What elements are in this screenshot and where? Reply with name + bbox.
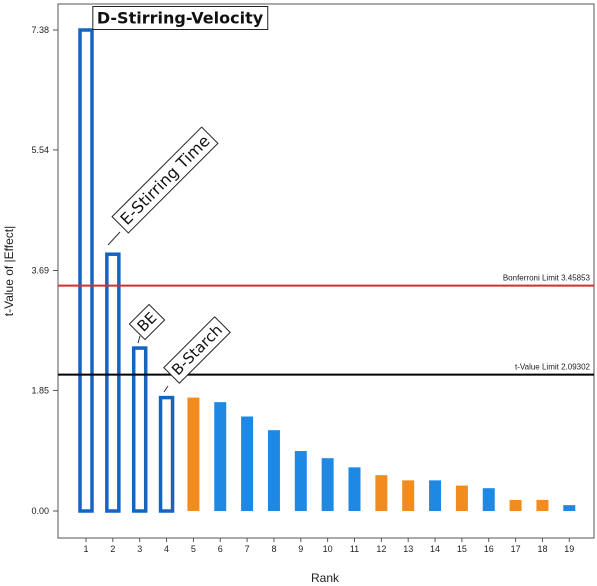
x-tick-label: 12 — [376, 544, 386, 554]
x-tick-label: 19 — [564, 544, 574, 554]
callout-label: D-Stirring-Velocity — [97, 9, 264, 28]
x-tick-label: 2 — [110, 544, 115, 554]
bar-rank-13[interactable] — [402, 480, 415, 511]
y-tick-label: 1.85 — [31, 385, 49, 395]
x-tick-label: 11 — [350, 544, 359, 554]
bar-rank-7[interactable] — [241, 416, 254, 511]
x-tick-label: 14 — [430, 544, 440, 554]
bar-rank-17[interactable] — [509, 499, 522, 511]
callout-box — [111, 126, 219, 234]
x-tick-label: 6 — [218, 544, 223, 554]
x-axis-title: Rank — [311, 571, 340, 585]
bar-rank-12[interactable] — [375, 475, 388, 511]
x-axis-ticks: 1 2 3 4 5 6 7 8 9 10 11 12 13 14 15 16 17 18 19 — [83, 538, 574, 554]
bar-rank-1[interactable] — [78, 28, 94, 513]
bar-rank-2[interactable] — [105, 252, 121, 513]
y-tick-label: 7.38 — [31, 25, 49, 35]
x-tick-label: 18 — [537, 544, 547, 554]
bar-rank-4[interactable] — [158, 395, 175, 513]
bars-group — [78, 28, 576, 513]
y-axis-ticks: 0.00 1.85 3.69 5.54 7.38 — [31, 25, 58, 516]
x-tick-label: 13 — [403, 544, 413, 554]
x-tick-label: 5 — [191, 544, 196, 554]
x-tick-label: 4 — [164, 544, 169, 554]
x-tick-label: 7 — [245, 544, 250, 554]
limit-label-0: Bonferroni Limit 3.45853 — [503, 274, 591, 283]
bar-rank-14[interactable] — [429, 480, 442, 511]
callout-1: D-Stirring-Velocity — [92, 6, 269, 30]
x-tick-label: 10 — [323, 544, 333, 554]
bar-rank-5[interactable] — [187, 397, 200, 511]
bar-rank-11[interactable] — [348, 467, 361, 511]
x-tick-label: 15 — [457, 544, 467, 554]
y-axis-title: t-Value of |Effect| — [2, 226, 16, 317]
y-tick-label: 3.69 — [31, 266, 49, 276]
x-tick-label: 1 — [83, 544, 88, 554]
bar-rank-3[interactable] — [131, 346, 148, 513]
bar-rank-16[interactable] — [482, 488, 495, 511]
bar-rank-9[interactable] — [294, 451, 307, 511]
callout-box — [92, 6, 269, 30]
callout-box — [128, 303, 166, 341]
x-tick-label: 17 — [511, 544, 521, 554]
callout-leader — [107, 231, 121, 246]
limit-lines: Bonferroni Limit 3.45853 t-Value Limit 2.… — [58, 274, 594, 376]
bar-rank-6[interactable] — [214, 402, 227, 511]
callout-box — [163, 316, 231, 384]
y-tick-label: 5.54 — [31, 145, 49, 155]
bar-rank-8[interactable] — [267, 430, 280, 511]
callout-leader — [163, 385, 169, 393]
bar-rank-15[interactable] — [455, 485, 468, 511]
bar-rank-19[interactable] — [563, 505, 576, 511]
bar-rank-10[interactable] — [321, 458, 334, 511]
bar-rank-18[interactable] — [536, 499, 549, 511]
x-tick-label: 16 — [484, 544, 494, 554]
y-tick-label: 0.00 — [31, 506, 49, 516]
limit-label-1: t-Value Limit 2.09302 — [515, 363, 591, 372]
x-tick-label: 3 — [137, 544, 142, 554]
x-tick-label: 8 — [271, 544, 276, 554]
callout-leader — [137, 335, 141, 344]
x-tick-label: 9 — [298, 544, 303, 554]
